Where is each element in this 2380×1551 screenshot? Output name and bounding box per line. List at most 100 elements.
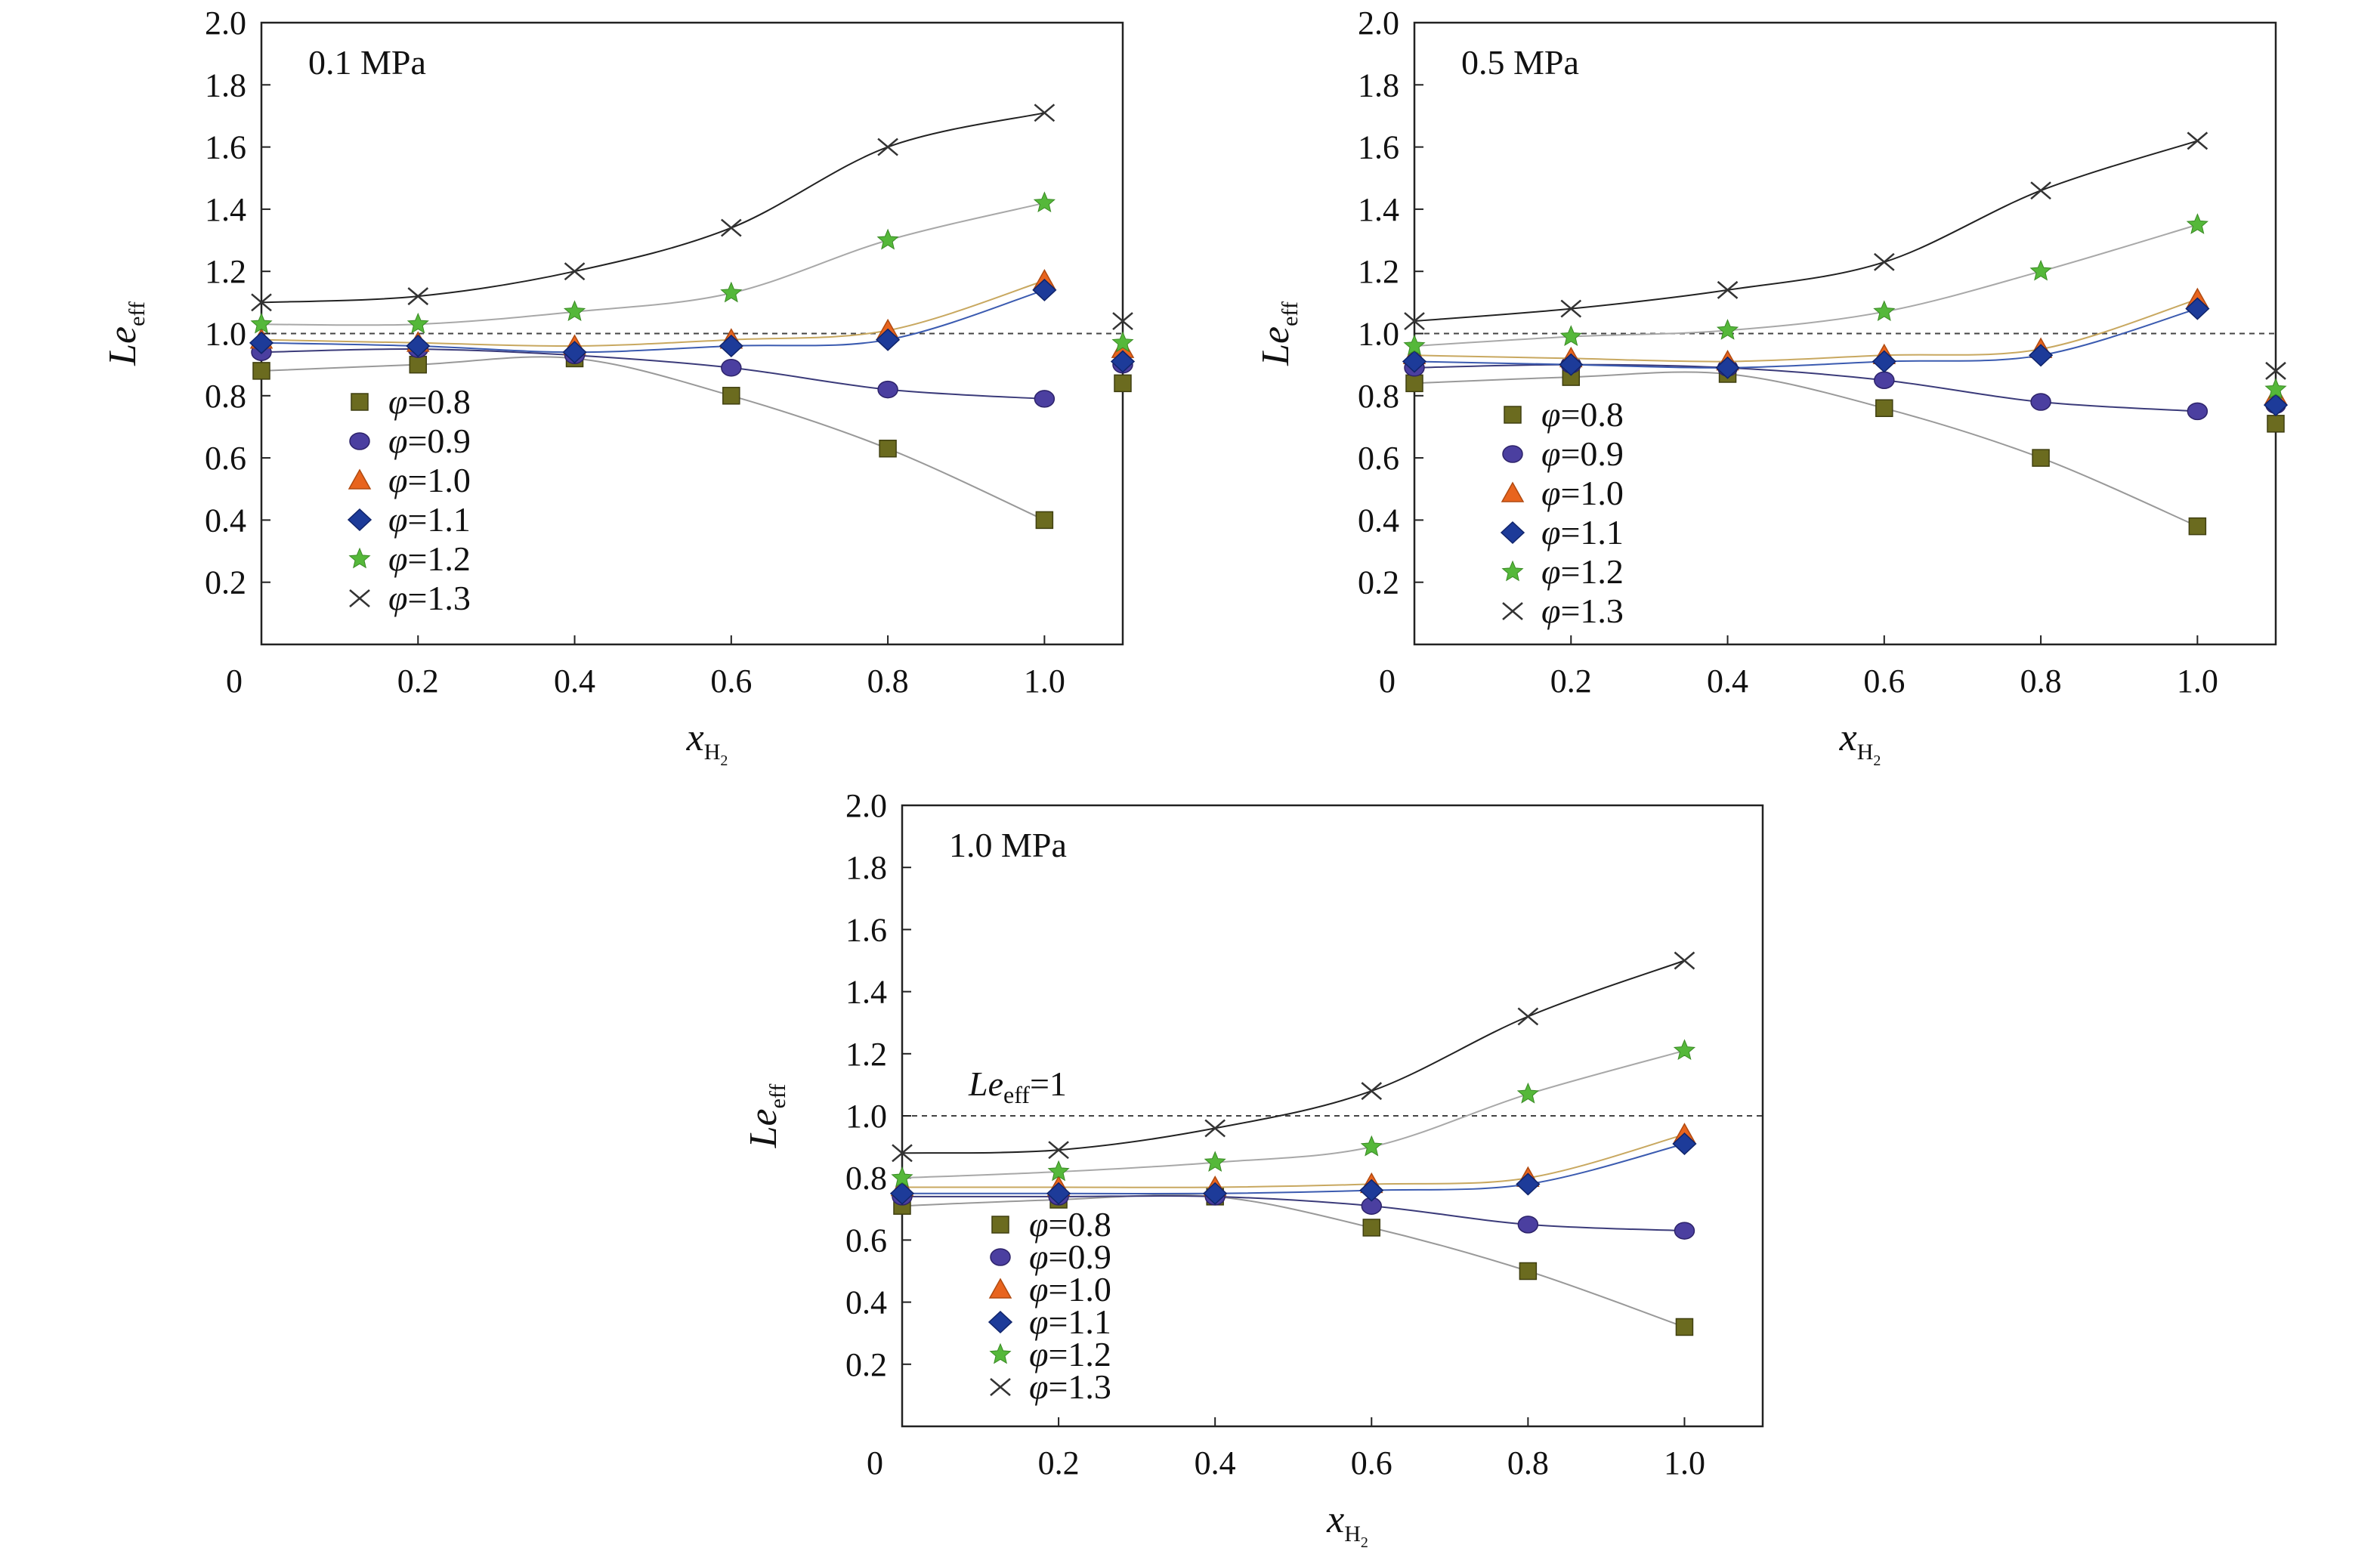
data-point — [1874, 371, 1895, 389]
legend-marker — [349, 589, 370, 607]
y-tick-label: 1.0 — [205, 316, 246, 353]
series-curve-1 — [261, 356, 1045, 521]
y-tick-label: 0.4 — [205, 502, 246, 539]
legend-label: φ=1.0 — [388, 461, 471, 499]
y-tick-label: 0.6 — [205, 440, 246, 477]
chart-panel-2: 0.2 0.4 0.6 0.8 1.0 1.2 1.4 1.6 1.8 2.0 0 0.2 0.4 0.6… — [1254, 5, 2289, 769]
legend-label: φ=1.1 — [388, 500, 471, 539]
data-point — [891, 1166, 913, 1188]
legend-marker — [988, 1310, 1013, 1334]
data-point — [2028, 344, 2054, 367]
data-point — [249, 331, 274, 354]
x-tick-label: 0.6 — [710, 663, 752, 700]
data-point — [876, 228, 899, 250]
legend-marker — [1502, 445, 1523, 463]
y-tick-label: 1.4 — [205, 191, 246, 228]
x-axis-label: xH2 — [686, 716, 728, 769]
data-point — [875, 328, 901, 351]
reference-line-label: Leeff=1 — [968, 1064, 1067, 1108]
data-point — [1034, 390, 1056, 408]
legend-marker — [348, 468, 372, 490]
data-point — [1716, 319, 1739, 340]
legend-label: φ=0.8 — [388, 382, 471, 421]
legend-label: φ=1.2 — [1029, 1335, 1111, 1373]
data-point — [1047, 1160, 1070, 1182]
y-tick-label: 1.8 — [845, 849, 887, 886]
chart-panel-1: 0.2 0.4 0.6 0.8 1.0 1.2 1.4 1.6 1.8 2.0 0 0.2 0.4 0.6… — [101, 5, 1136, 769]
data-point — [1033, 191, 1056, 213]
x-tick-label: 0.6 — [1351, 1444, 1392, 1481]
chart-panel-3: 0.2 0.4 0.6 0.8 1.0 1.2 1.4 1.6 1.8 2.0 0 0.2 0.4 0.6… — [742, 787, 1764, 1551]
series-curve-5 — [1414, 224, 2198, 347]
data-point — [1517, 1007, 1539, 1026]
legend-label: φ=0.8 — [1541, 395, 1624, 434]
series-curve-4 — [902, 1143, 1685, 1195]
series-curve-4 — [1414, 307, 2198, 369]
data-point — [1872, 350, 1896, 373]
legend-label: φ=1.3 — [388, 579, 471, 617]
x-tick-label: 0.8 — [867, 663, 909, 700]
x-tick-label: 0.4 — [554, 663, 595, 700]
x-tick-label: 0 — [1379, 663, 1396, 700]
data-point — [1874, 252, 1895, 271]
pressure-annotation: 0.5 MPa — [1461, 43, 1579, 82]
data-point — [1516, 1082, 1539, 1104]
legend-marker — [1500, 521, 1525, 545]
data-point — [1360, 1135, 1383, 1157]
data-point — [2265, 361, 2286, 380]
data-point — [1032, 278, 1057, 301]
data-point — [1110, 350, 1136, 373]
data-point — [563, 300, 586, 322]
data-point — [406, 312, 429, 334]
legend-label: φ=1.2 — [1541, 552, 1624, 591]
data-point — [879, 440, 897, 458]
y-tick-label: 1.4 — [1358, 191, 1399, 228]
pressure-annotation: 1.0 MPa — [949, 826, 1067, 864]
series-curve-4 — [261, 289, 1045, 354]
data-point — [719, 334, 743, 357]
legend-label: φ=1.1 — [1541, 513, 1624, 552]
legend-label: φ=0.9 — [1541, 434, 1624, 473]
x-tick-label: 1.0 — [1024, 663, 1065, 700]
x-tick-label: 0.2 — [397, 663, 439, 700]
data-point — [1559, 325, 1582, 346]
data-point — [1672, 1132, 1697, 1156]
y-tick-label: 0.6 — [1358, 440, 1399, 477]
y-tick-label: 1.2 — [1358, 253, 1399, 290]
legend-label: φ=1.0 — [1029, 1270, 1111, 1308]
data-point — [1046, 1182, 1071, 1205]
data-point — [1675, 1318, 1694, 1336]
data-point — [251, 293, 272, 312]
data-point — [1717, 280, 1739, 299]
data-point — [562, 341, 587, 364]
data-point — [2188, 517, 2207, 536]
series-curve-6 — [261, 112, 1045, 304]
y-tick-label: 1.0 — [845, 1098, 887, 1135]
data-point — [1403, 334, 1426, 356]
legend-marker — [351, 393, 369, 411]
y-tick-label: 0.8 — [205, 378, 246, 415]
x-tick-label: 0.8 — [1507, 1444, 1549, 1481]
data-point — [1405, 374, 1423, 393]
x-tick-label: 0.8 — [2020, 663, 2062, 700]
legend-marker — [1501, 481, 1525, 502]
data-point — [1875, 399, 1893, 418]
data-point — [2185, 297, 2210, 320]
data-point — [1404, 312, 1425, 330]
legend-label: φ=1.3 — [1029, 1367, 1111, 1406]
legend-marker — [991, 1216, 1009, 1234]
data-point — [1114, 374, 1132, 393]
data-point — [407, 287, 429, 306]
series-curve-3 — [261, 280, 1045, 348]
data-point — [1873, 300, 1896, 322]
y-tick-label: 0.4 — [1358, 502, 1399, 539]
pressure-annotation: 0.1 MPa — [308, 43, 426, 82]
series-curve-6 — [902, 959, 1685, 1154]
data-point — [1361, 1082, 1383, 1101]
legend-marker — [990, 1248, 1011, 1266]
series-curve-3 — [1414, 298, 2198, 363]
x-tick-label: 0.2 — [1038, 1444, 1080, 1481]
y-tick-label: 1.8 — [205, 66, 246, 104]
data-point — [1674, 1222, 1695, 1240]
data-point — [2264, 378, 2287, 399]
